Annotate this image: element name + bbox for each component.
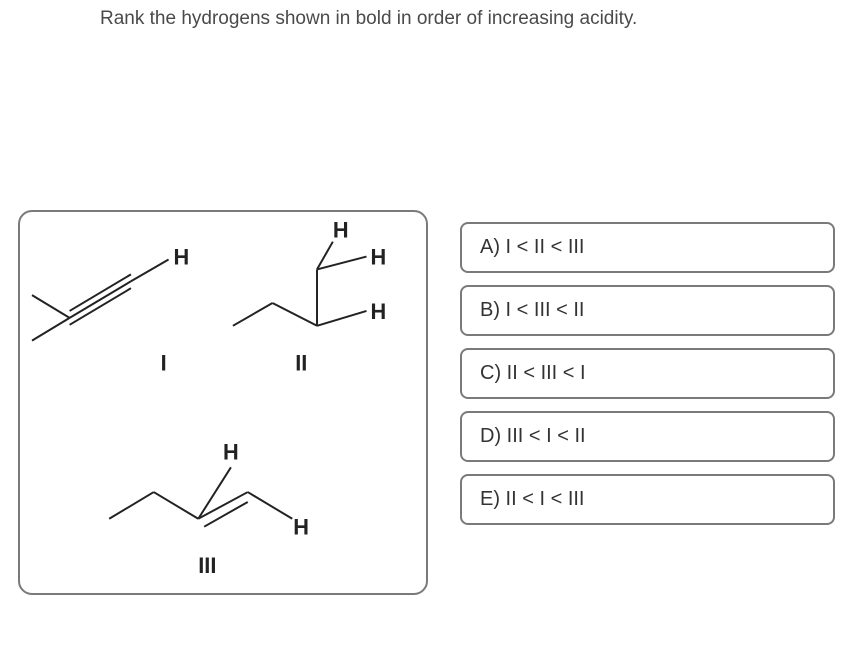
structure-II-H-right2: H (370, 299, 386, 324)
answer-option-A[interactable]: A) I < II < III (460, 222, 835, 273)
answer-option-B[interactable]: B) I < III < II (460, 285, 835, 336)
structure-III-H-right: H (293, 515, 309, 540)
structure-III: H H III (109, 439, 309, 578)
structure-III-H-top: H (223, 439, 239, 464)
structure-II-label: II (295, 350, 307, 375)
structure-diagram-box: H I H H H II H H (18, 210, 428, 595)
structure-II-H-right1: H (370, 244, 386, 269)
answer-options: A) I < II < III B) I < III < II C) II < … (460, 222, 835, 525)
structures-svg: H I H H H II H H (20, 212, 426, 593)
structure-III-label: III (198, 553, 216, 578)
structure-I-H: H (174, 244, 190, 269)
structure-II-H-top: H (333, 218, 349, 243)
question-text: Rank the hydrogens shown in bold in orde… (100, 8, 637, 30)
structure-II: H H H II (233, 218, 386, 376)
answer-option-E[interactable]: E) II < I < III (460, 474, 835, 525)
answer-option-C[interactable]: C) II < III < I (460, 348, 835, 399)
answer-option-D[interactable]: D) III < I < II (460, 411, 835, 462)
structure-I-label: I (161, 350, 167, 375)
structure-I: H I (32, 244, 189, 375)
